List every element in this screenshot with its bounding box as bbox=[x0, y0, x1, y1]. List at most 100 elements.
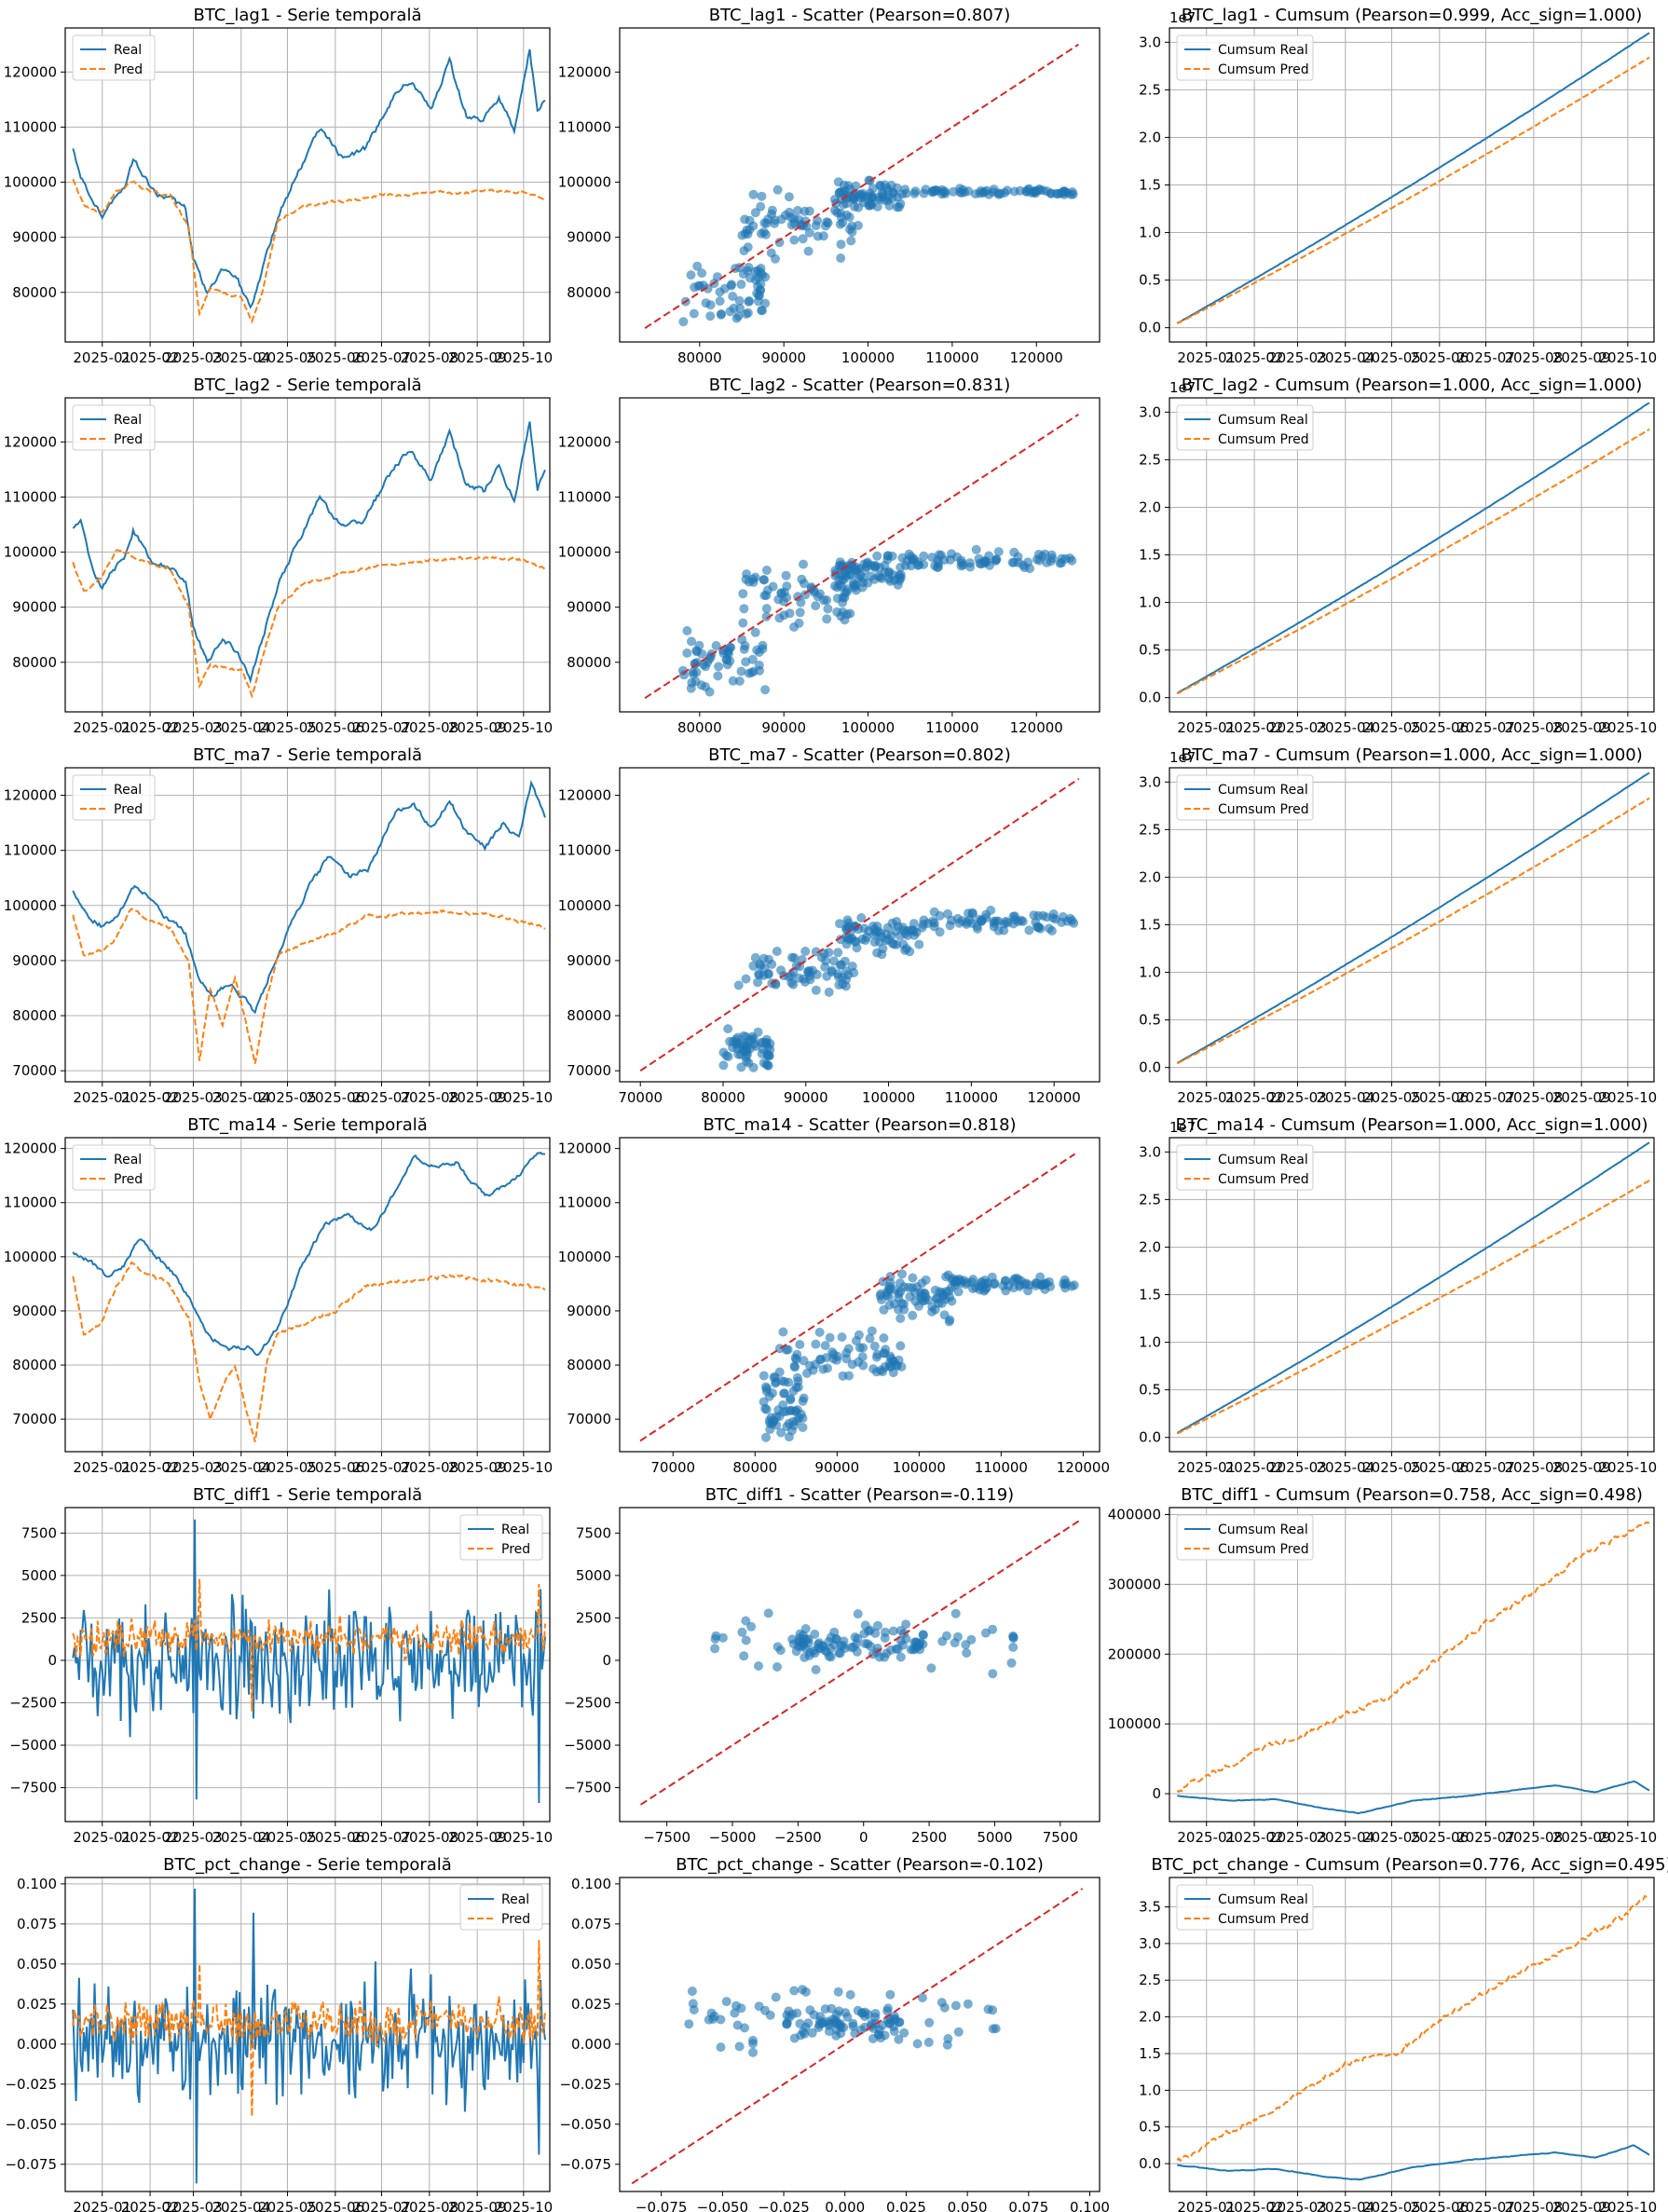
scatter-point bbox=[753, 977, 763, 988]
x-tick-label: 2025-09 bbox=[1552, 719, 1611, 736]
plot-area bbox=[1176, 32, 1650, 325]
scatter-point bbox=[813, 215, 823, 225]
scatter-point bbox=[810, 1629, 820, 1639]
scatter-point bbox=[792, 2008, 802, 2018]
chart-title: BTC_ma7 - Serie temporală bbox=[193, 745, 422, 765]
x-tick-label: 2025-10 bbox=[495, 1089, 554, 1106]
legend-label: Pred bbox=[114, 1172, 143, 1187]
x-tick-label: 2025-09 bbox=[448, 349, 507, 366]
x-tick-label: 2025-02 bbox=[1225, 349, 1284, 366]
x-tick-label: 2025-08 bbox=[400, 1089, 458, 1106]
plot-area bbox=[639, 1153, 1079, 1442]
scatter-point bbox=[733, 980, 744, 990]
x-tick-label: 2025-01 bbox=[73, 349, 131, 366]
scatter-point bbox=[867, 1326, 877, 1336]
x-tick-label: 2025-06 bbox=[1410, 349, 1469, 366]
chart-title: BTC_diff1 - Cumsum (Pearson=0.758, Acc_s… bbox=[1181, 1485, 1643, 1505]
identity-line bbox=[644, 43, 1079, 330]
identity-line bbox=[639, 1518, 1082, 1806]
x-tick-label: 2025-08 bbox=[400, 2199, 458, 2212]
scatter-point bbox=[924, 2017, 935, 2028]
scatter-point bbox=[988, 2024, 998, 2034]
x-tick-label: 2025-08 bbox=[1504, 1459, 1563, 1476]
scatter-point bbox=[896, 1314, 906, 1323]
legend-label: Real bbox=[114, 1153, 142, 1167]
scatter-point bbox=[1006, 1658, 1017, 1668]
x-tick-label: 2025-05 bbox=[1362, 1459, 1421, 1476]
scatter-point bbox=[742, 1056, 751, 1066]
scatter-point bbox=[919, 551, 929, 561]
scatter-point bbox=[888, 188, 898, 198]
x-tick-label: 2025-10 bbox=[1599, 719, 1658, 736]
scatter-point bbox=[762, 585, 772, 595]
scatter-point bbox=[1040, 549, 1050, 559]
axes-frame bbox=[619, 767, 1101, 1083]
x-tick-label: 2025-02 bbox=[121, 1089, 180, 1106]
scatter-point bbox=[701, 298, 711, 308]
scatter-point bbox=[949, 186, 959, 197]
scatter-point bbox=[763, 968, 773, 978]
scatter-point bbox=[921, 1275, 931, 1285]
scatter-point bbox=[893, 922, 903, 932]
scatter-point bbox=[804, 1650, 814, 1660]
y-tick-label: 0.100 bbox=[17, 1876, 57, 1892]
identity-line bbox=[639, 1153, 1076, 1442]
scatter-point bbox=[972, 922, 982, 932]
y-tick-label: 1.0 bbox=[1139, 964, 1161, 981]
scatter-point bbox=[896, 1652, 906, 1662]
panel-0: 2025-012025-022025-032025-042025-052025-… bbox=[4, 6, 553, 366]
chart-title: BTC_ma14 - Cumsum (Pearson=1.000, Acc_si… bbox=[1175, 1115, 1647, 1135]
scatter-point bbox=[733, 311, 744, 321]
x-tick-label: 2025-04 bbox=[1316, 1829, 1374, 1846]
scatter-point bbox=[933, 185, 943, 196]
scatter-point bbox=[980, 1284, 991, 1294]
y-tick-label: 100000 bbox=[4, 1249, 57, 1265]
x-tick-label: 2025-08 bbox=[400, 349, 458, 366]
scatter-point bbox=[808, 965, 818, 976]
scatter-point bbox=[1034, 555, 1045, 566]
scatter-point bbox=[841, 198, 852, 209]
scatter-point bbox=[998, 1280, 1008, 1290]
y-tick-label: 80000 bbox=[567, 1007, 611, 1024]
scatter-point bbox=[962, 1648, 972, 1658]
scatter-point bbox=[848, 193, 858, 202]
x-tick-label: 2025-05 bbox=[1362, 349, 1421, 366]
x-tick-label: 2025-02 bbox=[121, 349, 180, 366]
scatter-point bbox=[761, 1432, 771, 1442]
scatter-point bbox=[761, 1034, 772, 1045]
scatter-point bbox=[892, 939, 902, 949]
scatter-point bbox=[755, 959, 765, 969]
scatter-point bbox=[798, 1423, 808, 1432]
legend-label: Pred bbox=[501, 1912, 530, 1927]
y-tick-label: −5000 bbox=[9, 1737, 57, 1754]
legend-label: Cumsum Real bbox=[1218, 43, 1308, 58]
x-tick-label: 2025-07 bbox=[352, 719, 411, 736]
grid bbox=[65, 28, 550, 342]
scatter-point bbox=[714, 662, 724, 672]
scatter-point bbox=[686, 270, 696, 280]
scatter-point bbox=[723, 1024, 733, 1034]
scatter-point bbox=[774, 613, 785, 623]
scatter-point bbox=[894, 202, 904, 212]
scatter-point bbox=[771, 253, 780, 264]
y-tick-label: 400000 bbox=[1108, 1506, 1161, 1522]
scatter-point bbox=[750, 627, 760, 637]
scatter-point bbox=[927, 553, 937, 563]
legend: Cumsum Real Cumsum Pred bbox=[1176, 34, 1314, 81]
y-tick-label: 3.0 bbox=[1139, 403, 1161, 420]
scatter-point bbox=[981, 913, 991, 923]
scatter-point bbox=[793, 206, 802, 215]
x-tick-label: 2025-05 bbox=[1362, 1829, 1421, 1846]
scatter-point bbox=[899, 2028, 909, 2038]
x-tick-label: 2025-06 bbox=[1410, 719, 1469, 736]
scatter-point bbox=[746, 1621, 757, 1632]
x-tick-label: 2025-05 bbox=[258, 1829, 317, 1846]
y-tick-label: 2.0 bbox=[1139, 868, 1161, 885]
y-tick-label: 80000 bbox=[567, 654, 611, 671]
scatter-point bbox=[845, 608, 855, 619]
scatter-point bbox=[743, 307, 753, 318]
x-tick-label: 2025-04 bbox=[212, 1089, 270, 1106]
x-tick-label: 110000 bbox=[925, 719, 978, 736]
x-tick-label: 2025-04 bbox=[1316, 349, 1374, 366]
scatter-point bbox=[790, 1353, 800, 1363]
